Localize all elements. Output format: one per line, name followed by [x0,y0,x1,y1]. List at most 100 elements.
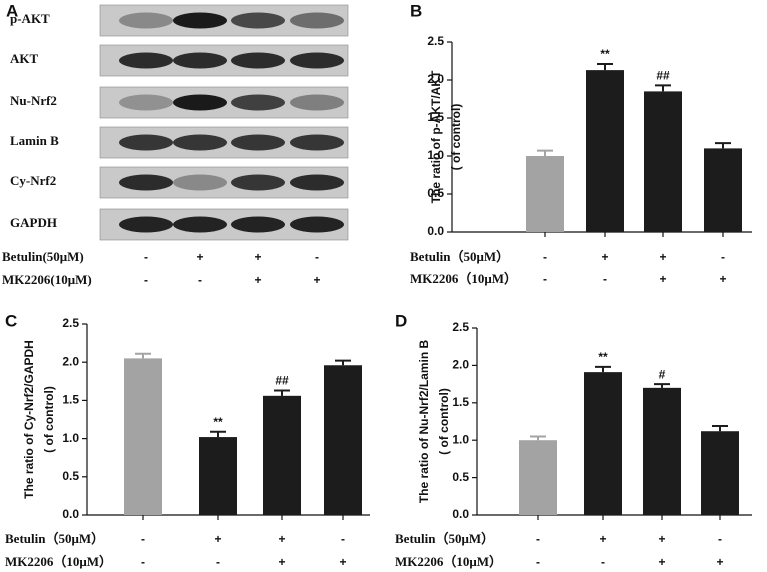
error-bar [210,430,226,438]
y-tick-label: 0.0 [452,507,469,521]
band-label: GAPDH [10,215,57,230]
blot-band [119,134,173,151]
y-axis-label: The ratio of Nu-Nrf2/Lamin B [417,340,431,504]
band-label: Nu-Nrf2 [10,93,57,108]
panel-letter: D [395,311,407,330]
treatment-mark: + [214,532,221,546]
blot-band [290,52,344,69]
blot-band [119,12,173,29]
blot-band [231,12,285,29]
panel-letter: C [5,311,17,330]
significance-label: # [659,367,666,381]
treatment-mark: - [216,555,220,569]
blot-band [231,216,285,233]
y-tick-label: 2.5 [62,316,79,330]
band-label: AKT [10,51,39,66]
treatment-label: Betulin（50μM） [410,249,509,264]
blot-band [290,12,344,29]
significance-label: ## [656,68,670,82]
significance-label: ** [598,350,608,364]
bar [586,70,624,233]
band-label: Cy-Nrf2 [10,173,56,188]
treatment-label: MK2206（10μM） [410,271,517,286]
band-label: p-AKT [10,11,50,26]
bar [263,395,301,515]
bar [643,387,681,515]
error-bar [715,142,731,149]
error-bar [655,84,671,92]
y-tick-label: 1.0 [62,431,79,445]
treatment-mark: + [658,555,665,569]
treatment-mark: + [601,250,608,264]
error-bar [595,365,611,373]
treatment-label: MK2206(10μM) [2,272,92,287]
blot-band [119,216,173,233]
error-bar [537,149,553,156]
blot-band [231,52,285,69]
y-axis-label: ( of control) [42,386,56,453]
treatment-mark: + [254,273,261,287]
bar [704,148,742,232]
y-tick-label: 0.5 [62,469,79,483]
error-bar [135,352,151,359]
error-bar [597,63,613,71]
y-tick-label: 0.0 [62,507,79,521]
error-bar [654,383,670,388]
y-tick-label: 2.0 [452,358,469,372]
y-axis-label: The ratio of p-AKT/AKT [429,70,443,203]
blot-band [119,52,173,69]
y-tick-label: 1.0 [452,432,469,446]
bar [701,431,739,515]
error-bar [712,424,728,432]
treatment-mark: - [718,532,722,546]
significance-label: ** [600,47,610,61]
blot-band [231,94,285,111]
blot-band [231,174,285,191]
treatment-label: Betulin(50μM) [2,249,84,264]
treatment-label: Betulin（50μM） [5,531,104,546]
blot-band [290,134,344,151]
blot-band [173,12,227,29]
bar [584,372,622,515]
treatment-mark: + [659,272,666,286]
bar [324,365,362,515]
y-tick-label: 1.5 [62,393,79,407]
panel-letter: B [410,1,422,20]
treatment-mark: - [144,250,148,264]
treatment-mark: + [278,555,285,569]
y-axis-label: The ratio of Cy-Nrf2/GAPDH [22,340,36,499]
treatment-mark: - [141,532,145,546]
y-tick-label: 1.0 [427,148,444,162]
bar [526,156,564,232]
blot-band [173,174,227,191]
y-tick-label: 2.5 [452,320,469,334]
treatment-mark: + [278,532,285,546]
treatment-mark: + [313,273,320,287]
treatment-mark: - [601,555,605,569]
treatment-label: MK2206（10μM） [395,554,502,569]
y-tick-label: 1.5 [427,110,444,124]
treatment-mark: - [536,532,540,546]
y-axis-label: ( of control) [449,104,463,171]
treatment-mark: - [543,272,547,286]
significance-label: ** [213,415,223,429]
treatment-mark: - [198,273,202,287]
blot-band [173,52,227,69]
treatment-mark: + [716,555,723,569]
treatment-mark: + [599,532,606,546]
error-bar [530,435,546,441]
bar [199,437,237,515]
y-axis-label: ( of control) [437,388,451,455]
treatment-mark: + [339,555,346,569]
y-tick-label: 0.5 [427,186,444,200]
bar [644,91,682,233]
treatment-mark: + [719,272,726,286]
blot-band [290,174,344,191]
treatment-mark: - [603,272,607,286]
bar [124,358,162,515]
treatment-mark: - [543,250,547,264]
y-tick-label: 0.5 [452,470,469,484]
error-bar [335,359,351,366]
treatment-mark: - [141,555,145,569]
